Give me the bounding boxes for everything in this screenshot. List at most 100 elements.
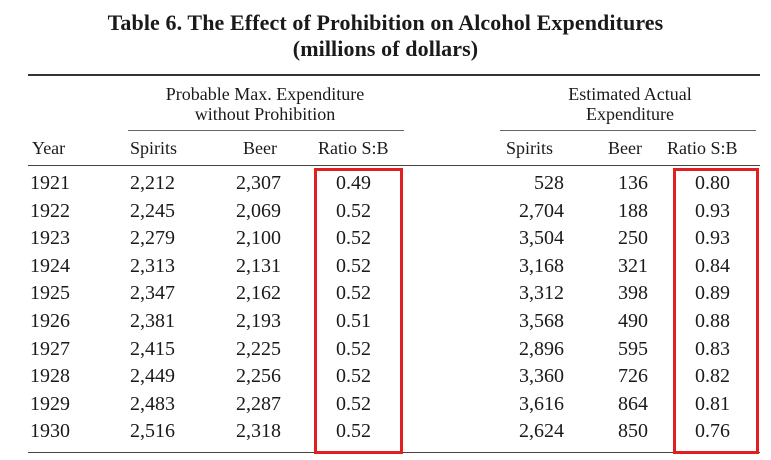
cell-spirits-actual: 3,568 [519,310,564,332]
cell-beer-probable: 2,225 [236,337,281,360]
cell-spirits-actual: 3,360 [519,365,564,388]
table-row: 1927 2,415 2,225 0.52 2,896 595 0.83 [0,336,771,364]
cell-spirits-actual: 3,168 [519,254,564,277]
cell-ratio-probable: 0.49 [336,172,371,194]
cell-spirits-probable: 2,347 [130,282,175,305]
cell-spirits-probable: 2,415 [130,337,175,360]
cell-ratio-probable: 0.52 [336,365,371,388]
group-rule-probable [128,130,404,131]
cell-spirits-actual: 2,624 [519,420,564,443]
cell-year: 1924 [30,254,70,277]
cell-year: 1925 [30,282,70,305]
table-row: 1921 2,212 2,307 0.49 528 136 0.80 [0,170,771,198]
cell-ratio-probable: 0.51 [336,310,371,332]
column-header-beer-actual: Beer [608,138,642,158]
header-rule [28,165,760,166]
cell-beer-actual: 188 [618,199,648,222]
column-header-beer-probable: Beer [243,138,277,158]
cell-spirits-probable: 2,483 [130,392,175,415]
cell-ratio-actual: 0.82 [695,365,730,388]
cell-beer-actual: 864 [618,392,648,415]
cell-beer-actual: 850 [618,420,648,443]
cell-spirits-actual: 3,504 [519,227,564,250]
group-header-probable-line2: without Prohibition [194,104,336,124]
table-row: 1924 2,313 2,131 0.52 3,168 321 0.84 [0,253,771,281]
cell-year: 1927 [30,337,70,360]
cell-spirits-actual: 3,312 [519,282,564,305]
cell-beer-actual: 490 [618,310,648,332]
cell-beer-probable: 2,287 [236,392,281,415]
cell-ratio-probable: 0.52 [336,199,371,222]
table-row: 1923 2,279 2,100 0.52 3,504 250 0.93 [0,225,771,253]
cell-spirits-probable: 2,449 [130,365,175,388]
cell-spirits-probable: 2,212 [130,172,175,194]
cell-beer-actual: 250 [618,227,648,250]
table-row: 1922 2,245 2,069 0.52 2,704 188 0.93 [0,198,771,226]
cell-spirits-probable: 2,313 [130,254,175,277]
cell-spirits-actual: 3,616 [519,392,564,415]
column-header-spirits-probable: Spirits [130,138,178,158]
cell-year: 1926 [30,310,70,332]
cell-spirits-actual: 2,896 [519,337,564,360]
cell-ratio-actual: 0.80 [695,172,730,194]
group-header-actual: Estimated Actual Expenditure [510,84,750,124]
group-header-actual-line1: Estimated Actual [568,84,692,104]
cell-beer-probable: 2,131 [236,254,281,277]
cell-ratio-actual: 0.88 [695,310,730,332]
group-rule-actual [500,130,756,131]
top-rule [28,74,760,76]
cell-year: 1923 [30,227,70,250]
cell-ratio-probable: 0.52 [336,227,371,250]
cell-year: 1921 [30,172,70,194]
cell-beer-probable: 2,318 [236,420,281,443]
group-header-actual-line2: Expenditure [586,104,674,124]
table-title: Table 6. The Effect of Prohibition on Al… [107,10,664,35]
cell-beer-probable: 2,100 [236,227,281,250]
cell-beer-actual: 398 [618,282,648,305]
column-header-spirits-actual: Spirits [506,138,554,158]
highlight-box-ratio-probable [314,168,403,454]
table-row: 1928 2,449 2,256 0.52 3,360 726 0.82 [0,363,771,391]
group-header-probable-line1: Probable Max. Expenditure [165,84,365,104]
cell-year: 1922 [30,199,70,222]
cell-ratio-probable: 0.52 [336,282,371,305]
cell-ratio-actual: 0.76 [695,420,730,443]
cell-ratio-actual: 0.83 [695,337,730,360]
cell-ratio-actual: 0.93 [695,227,730,250]
cell-ratio-actual: 0.81 [695,392,730,415]
cell-ratio-actual: 0.89 [695,282,730,305]
column-header-ratio-probable: Ratio S:B [318,138,389,158]
cell-year: 1928 [30,365,70,388]
cell-ratio-probable: 0.52 [336,337,371,360]
table-row: 1930 2,516 2,318 0.52 2,624 850 0.76 [0,418,771,446]
cell-ratio-actual: 0.93 [695,199,730,222]
cell-spirits-actual: 2,704 [519,199,564,222]
column-header-ratio-actual: Ratio S:B [667,138,738,158]
cell-spirits-probable: 2,381 [130,310,175,332]
cell-spirits-actual: 528 [534,172,564,194]
cell-beer-actual: 321 [618,254,648,277]
cell-beer-actual: 726 [618,365,648,388]
cell-spirits-probable: 2,245 [130,199,175,222]
cell-year: 1929 [30,392,70,415]
cell-beer-probable: 2,193 [236,310,281,332]
cell-beer-probable: 2,069 [236,199,281,222]
cell-ratio-probable: 0.52 [336,392,371,415]
cell-beer-probable: 2,256 [236,365,281,388]
cell-ratio-actual: 0.84 [695,254,730,277]
cell-beer-actual: 595 [618,337,648,360]
table-row: 1925 2,347 2,162 0.52 3,312 398 0.89 [0,280,771,308]
column-header-year: Year [32,138,66,158]
group-header-probable: Probable Max. Expenditure without Prohib… [120,84,410,124]
table-row: 1929 2,483 2,287 0.52 3,616 864 0.81 [0,391,771,419]
cell-beer-probable: 2,162 [236,282,281,305]
cell-year: 1930 [30,420,70,443]
cell-spirits-probable: 2,279 [130,227,175,250]
table-subtitle: (millions of dollars) [292,36,479,61]
highlight-box-ratio-actual [673,168,759,454]
table-row: 1926 2,381 2,193 0.51 3,568 490 0.88 [0,308,771,336]
cell-beer-actual: 136 [618,172,648,194]
cell-spirits-probable: 2,516 [130,420,175,443]
cell-ratio-probable: 0.52 [336,254,371,277]
cell-ratio-probable: 0.52 [336,420,371,443]
